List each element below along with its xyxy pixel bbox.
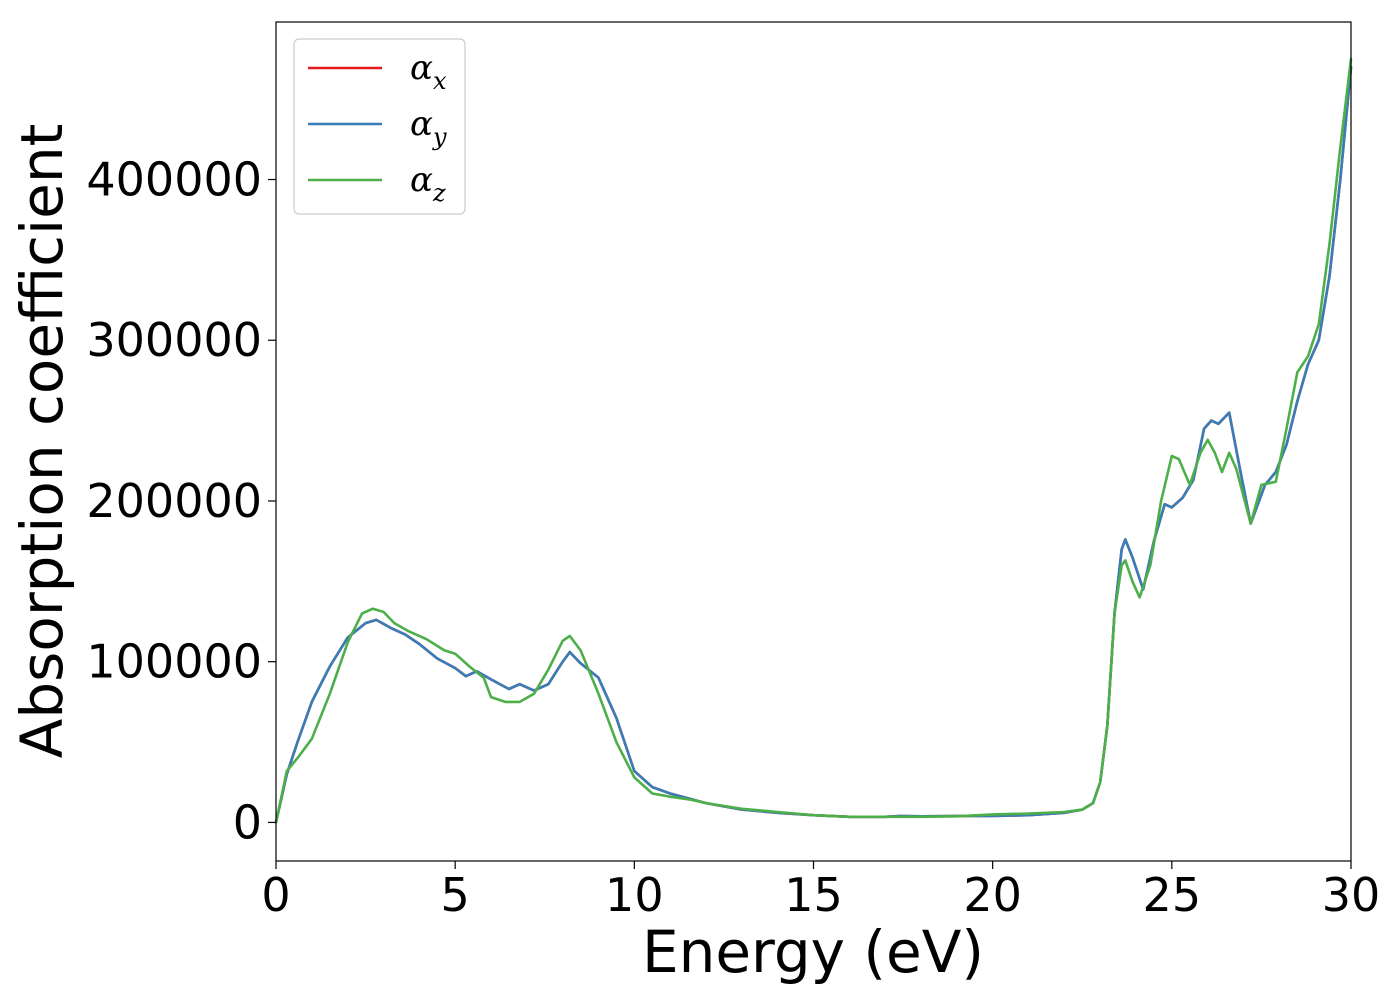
legend-box	[293, 38, 466, 215]
legend-subscript: x	[433, 67, 447, 95]
y-tick-label: 300000	[86, 313, 262, 367]
x-tick-label: 25	[1143, 868, 1202, 922]
legend-symbol: α	[410, 160, 433, 200]
legend-subscript: y	[432, 123, 447, 151]
legend-symbol: α	[410, 48, 433, 88]
legend-label-x: αx	[410, 48, 447, 95]
y-axis: 0 100000 200000 300000 400000	[86, 153, 276, 849]
series-line-α-z	[274, 57, 1353, 824]
x-axis: 0 5 10 15 20 25 30	[261, 861, 1380, 922]
x-tick-label: 5	[441, 868, 470, 922]
legend-label-y: αy	[410, 104, 447, 151]
legend-subscript: z	[432, 179, 446, 207]
legend-symbol: α	[410, 104, 433, 144]
legend-label-z: αz	[410, 160, 446, 207]
y-tick-label: 200000	[86, 474, 262, 528]
x-tick-label: 0	[261, 868, 290, 922]
y-tick-label: 400000	[86, 153, 262, 207]
x-tick-label: 10	[605, 868, 664, 922]
series-layer	[274, 57, 1353, 824]
y-tick-label: 0	[233, 795, 262, 849]
y-tick-label: 100000	[86, 635, 262, 689]
x-tick-label: 20	[963, 868, 1022, 922]
y-axis-title: Absorption coefficient	[8, 124, 76, 759]
x-tick-label: 30	[1322, 868, 1381, 922]
x-axis-title: Energy (eV)	[642, 918, 984, 986]
x-tick-label: 15	[784, 868, 843, 922]
